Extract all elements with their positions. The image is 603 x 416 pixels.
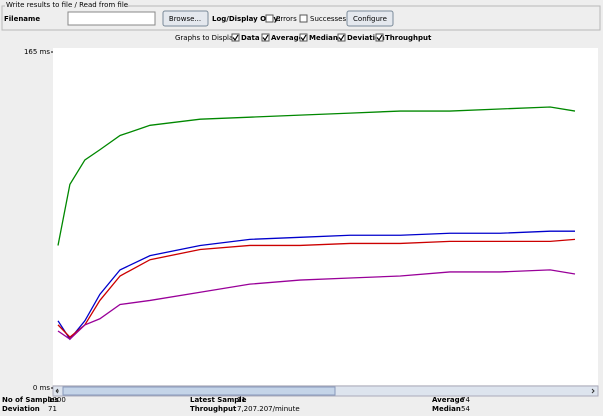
check-mark xyxy=(376,34,383,42)
toggle-label: Deviation xyxy=(347,34,385,42)
check-mark xyxy=(262,34,269,42)
stat-value: 74 xyxy=(461,396,470,404)
stat-label: Deviation xyxy=(2,405,40,413)
check-mark xyxy=(232,34,239,42)
successes-label: Successes xyxy=(310,15,346,23)
successes-checkbox[interactable] xyxy=(299,14,308,23)
toggle-label: Data xyxy=(241,34,260,42)
stat-value: 11 xyxy=(237,396,246,404)
log-label: Log/Display Only: xyxy=(212,15,281,23)
stat-value: 7,207.207/minute xyxy=(237,405,300,413)
toggle-label: Median xyxy=(309,34,338,42)
stat-value: 54 xyxy=(461,405,470,413)
graphs-label: Graphs to Display xyxy=(175,34,237,42)
series-line xyxy=(57,106,576,246)
panel-title-bg xyxy=(5,1,125,10)
toggle-checkbox[interactable] xyxy=(375,33,384,42)
y-tick-label: 0 ms xyxy=(33,384,50,392)
errors-checkbox[interactable] xyxy=(265,14,274,23)
plot-area xyxy=(53,48,598,385)
scrollbar-thumb[interactable] xyxy=(62,386,336,396)
toggle-label: Average xyxy=(271,34,304,42)
stat-label: No of Samples xyxy=(2,396,59,404)
stat-label: Latest Sample xyxy=(190,396,247,404)
browse-label: Browse... xyxy=(169,15,201,23)
toggle-checkbox[interactable] xyxy=(337,33,346,42)
series-line xyxy=(57,230,575,341)
stat-label: Throughput xyxy=(190,405,237,413)
series-line xyxy=(57,238,576,338)
check-mark xyxy=(338,34,345,42)
panel-title: Write results to file / Read from file xyxy=(6,1,128,9)
toggle-checkbox[interactable] xyxy=(261,33,270,42)
series-line xyxy=(57,269,576,340)
stat-value: 71 xyxy=(48,405,57,413)
panel-border xyxy=(1,5,601,31)
errors-label: Errors xyxy=(276,15,297,23)
y-tick-label: 165 ms xyxy=(24,48,50,56)
stat-label: Average xyxy=(432,396,465,404)
toggle-checkbox[interactable] xyxy=(231,33,240,42)
filename-label: Filename xyxy=(4,15,40,23)
toggle-label: Throughput xyxy=(385,34,432,42)
filename-input[interactable] xyxy=(67,11,156,26)
browse-button[interactable] xyxy=(162,10,209,27)
configure-label: Configure xyxy=(353,15,387,23)
stat-value: 1000 xyxy=(48,396,66,404)
toggle-checkbox[interactable] xyxy=(299,33,308,42)
configure-button[interactable] xyxy=(346,10,394,27)
scroll-arrows xyxy=(55,388,595,394)
stat-label: Median xyxy=(432,405,461,413)
check-mark xyxy=(300,34,307,42)
